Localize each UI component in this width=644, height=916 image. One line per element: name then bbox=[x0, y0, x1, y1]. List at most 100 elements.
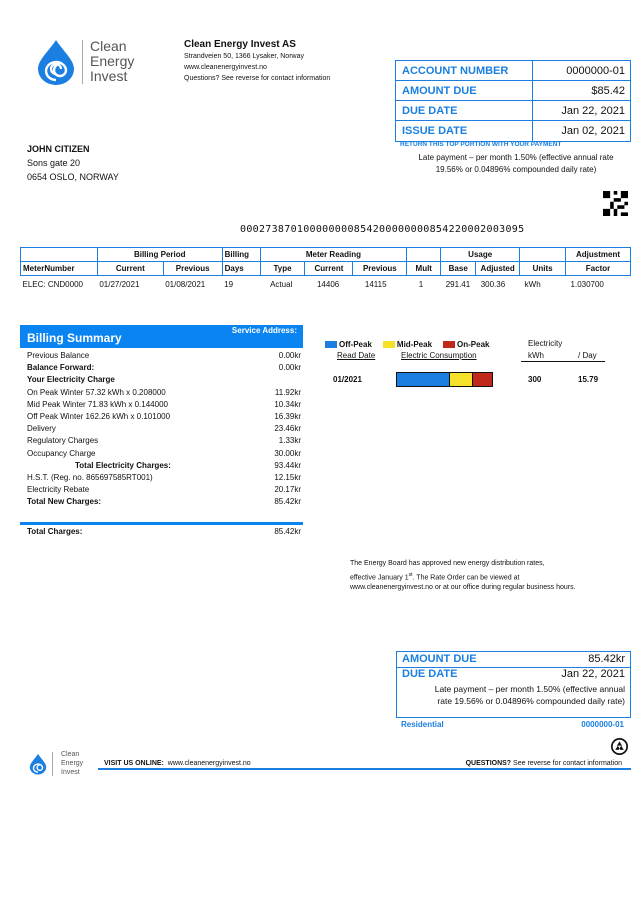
total-charges-row: Total Charges: 85.42kr bbox=[20, 522, 303, 536]
table-cell: 01/27/2021 bbox=[99, 280, 140, 290]
company-name: Clean Energy Invest AS bbox=[184, 39, 296, 50]
summary-value: 16.39kr bbox=[274, 411, 301, 421]
notice-line: www.cleanenergyinvest.no or at our offic… bbox=[350, 584, 576, 592]
summary-row: Total New Charges: 85.42kr bbox=[20, 497, 303, 509]
column-header: Units bbox=[519, 261, 567, 276]
table-cell: 1 bbox=[418, 280, 424, 290]
payment-barcode-number: 0002738701000000008542000000008542200020… bbox=[240, 224, 525, 235]
summary-label: Off Peak Winter 162.26 kWh x 0.101000 bbox=[27, 411, 171, 421]
customer-address: JOHN CITIZEN Sons gate 20 0654 OSLO, NOR… bbox=[27, 142, 119, 184]
summary-row: Mid Peak Winter 71.83 kWh x 0.144000 10.3… bbox=[20, 400, 303, 412]
water-drop-logo-icon bbox=[38, 40, 74, 85]
summary-label: Your Electricity Charge bbox=[27, 375, 115, 385]
stub-amount-due-value: 85.42kr bbox=[588, 653, 625, 665]
legend-swatch bbox=[382, 341, 395, 348]
amount-due-label: AMOUNT DUE bbox=[396, 81, 533, 100]
notice-superscript: st bbox=[408, 571, 413, 578]
legend-item: On-Peak bbox=[443, 340, 490, 349]
stub-late-line: Late payment – per month 1.50% (effectiv… bbox=[434, 684, 625, 694]
table-cell: 291.41 bbox=[445, 280, 471, 290]
table-cell: 300.36 bbox=[480, 280, 506, 290]
consumption-read-date: 01/2021 bbox=[333, 375, 362, 384]
column-header: MeterNumber bbox=[20, 261, 98, 276]
table-cell: 14115 bbox=[364, 280, 387, 290]
summary-label: Occupancy Charge bbox=[27, 448, 96, 458]
summary-value: 12.15kr bbox=[274, 472, 301, 482]
amount-due-value: $85.42 bbox=[591, 85, 625, 97]
legend-item: Off-Peak bbox=[325, 340, 372, 349]
table-cell: 19 bbox=[224, 280, 234, 290]
issue-date-label: ISSUE DATE bbox=[396, 121, 533, 141]
summary-value: 93.44kr bbox=[274, 460, 301, 470]
summary-label: Delivery bbox=[27, 424, 56, 434]
customer-city: 0654 OSLO, NORWAY bbox=[27, 172, 119, 182]
summary-row: Previous Balance 0.00kr bbox=[20, 351, 303, 363]
column-header: Base bbox=[440, 261, 477, 276]
questions-label: QUESTIONS? bbox=[465, 760, 512, 767]
column-header: Previous bbox=[162, 261, 223, 276]
account-type: Residential bbox=[401, 720, 444, 729]
summary-value: 11.92kr bbox=[274, 387, 301, 397]
rate-notice: The Energy Board has approved new energy… bbox=[350, 559, 576, 594]
footer-questions: QUESTIONS? See reverse for contact infor… bbox=[466, 760, 622, 767]
electricity-header: Electricity bbox=[528, 339, 563, 348]
group-header-adjustment: Adjustment bbox=[565, 247, 631, 262]
summary-label: Balance Forward: bbox=[27, 363, 95, 373]
stub-due-date-label: DUE DATE bbox=[402, 668, 458, 680]
legend-swatch bbox=[325, 341, 337, 348]
visit-url[interactable]: www.cleanenergyinvest.no bbox=[167, 760, 251, 767]
read-date-header: Read Date bbox=[337, 351, 376, 360]
electric-consumption-header: Electric Consumption bbox=[401, 351, 477, 360]
company-website[interactable]: www.cleanenergyinvest.no bbox=[184, 64, 267, 71]
late-payment-line: Late payment – per month 1.50% (effectiv… bbox=[418, 153, 614, 162]
water-drop-logo-icon bbox=[29, 754, 47, 775]
company-address: Strandveien 50, 1366 Lysaker, Norway bbox=[184, 53, 304, 60]
column-header: Current bbox=[96, 261, 164, 276]
group-header bbox=[519, 247, 567, 262]
notice-text: effective January 1 bbox=[350, 573, 409, 581]
table-cell: 01/08/2021 bbox=[165, 280, 206, 290]
legend-label: Off-Peak bbox=[339, 340, 372, 349]
column-header: Current bbox=[304, 261, 354, 276]
meter-table-group-row: Billing Period Billing Meter Reading Usa… bbox=[20, 247, 631, 262]
summary-label: Total New Charges: bbox=[27, 497, 102, 507]
summary-value: 20.17kr bbox=[274, 485, 301, 495]
logo-text-invest: Invest bbox=[61, 769, 80, 776]
legend-label: On-Peak bbox=[457, 340, 490, 349]
logo-text-clean: Clean bbox=[90, 38, 127, 54]
group-header-billing: Billing bbox=[221, 247, 261, 262]
summary-row: Balance Forward: 0.00kr bbox=[20, 363, 303, 375]
summary-label: Previous Balance bbox=[27, 351, 90, 360]
billing-summary-title: Billing Summary bbox=[27, 331, 122, 345]
summary-value: 30.00kr bbox=[274, 448, 301, 458]
summary-row: Total Electricity Charges: 93.44kr bbox=[20, 461, 303, 473]
column-header: Previous bbox=[352, 261, 408, 276]
late-payment-note: Late payment – per month 1.50% (effectiv… bbox=[398, 152, 634, 176]
consumption-per-day: 15.79 bbox=[578, 375, 599, 384]
summary-label: Total Electricity Charges: bbox=[75, 460, 171, 470]
logo-text-energy: Energy bbox=[90, 53, 135, 69]
summary-row: H.S.T. (Reg. no. 865697585RT001) 12.15kr bbox=[20, 473, 303, 485]
summary-row: Delivery 23.46kr bbox=[20, 424, 303, 436]
table-row: ELEC: CND0000 01/27/2021 01/08/2021 19 Actua… bbox=[21, 276, 631, 290]
group-header-billing-period: Billing Period bbox=[96, 247, 223, 262]
legend-label: Mid-Peak bbox=[396, 340, 433, 349]
account-number-value: 0000000-01 bbox=[566, 65, 625, 77]
bar-segment-off-peak bbox=[397, 373, 450, 386]
consumption-chart: Off-Peak Mid-Peak On-Peak Read Date Electr… bbox=[325, 338, 635, 398]
company-questions: Questions? See reverse for contact infor… bbox=[184, 75, 331, 82]
recycle-icon bbox=[611, 738, 628, 755]
return-note: RETURN THIS TOP PORTION WITH YOUR PAYMEN… bbox=[400, 141, 562, 148]
consumption-kwh: 300 bbox=[528, 375, 542, 384]
column-header: Days bbox=[221, 261, 261, 276]
meter-table-header-row: MeterNumber Current Previous Days Type Curren… bbox=[20, 261, 631, 276]
column-header: Factor bbox=[565, 261, 631, 276]
notice-line: The Energy Board has approved new energy… bbox=[350, 560, 545, 567]
logo: Clean Energy Invest bbox=[34, 38, 144, 88]
billing-summary-header: Billing Summary Service Address: bbox=[20, 325, 303, 348]
late-payment-line: 19.56% or 0.04896% compounded daily rate… bbox=[435, 165, 597, 174]
summary-label: Electricity Rebate bbox=[27, 485, 90, 495]
kwh-header: kWh bbox=[528, 351, 544, 360]
due-date-value: Jan 22, 2021 bbox=[561, 105, 625, 117]
table-cell: Actual bbox=[270, 280, 293, 290]
